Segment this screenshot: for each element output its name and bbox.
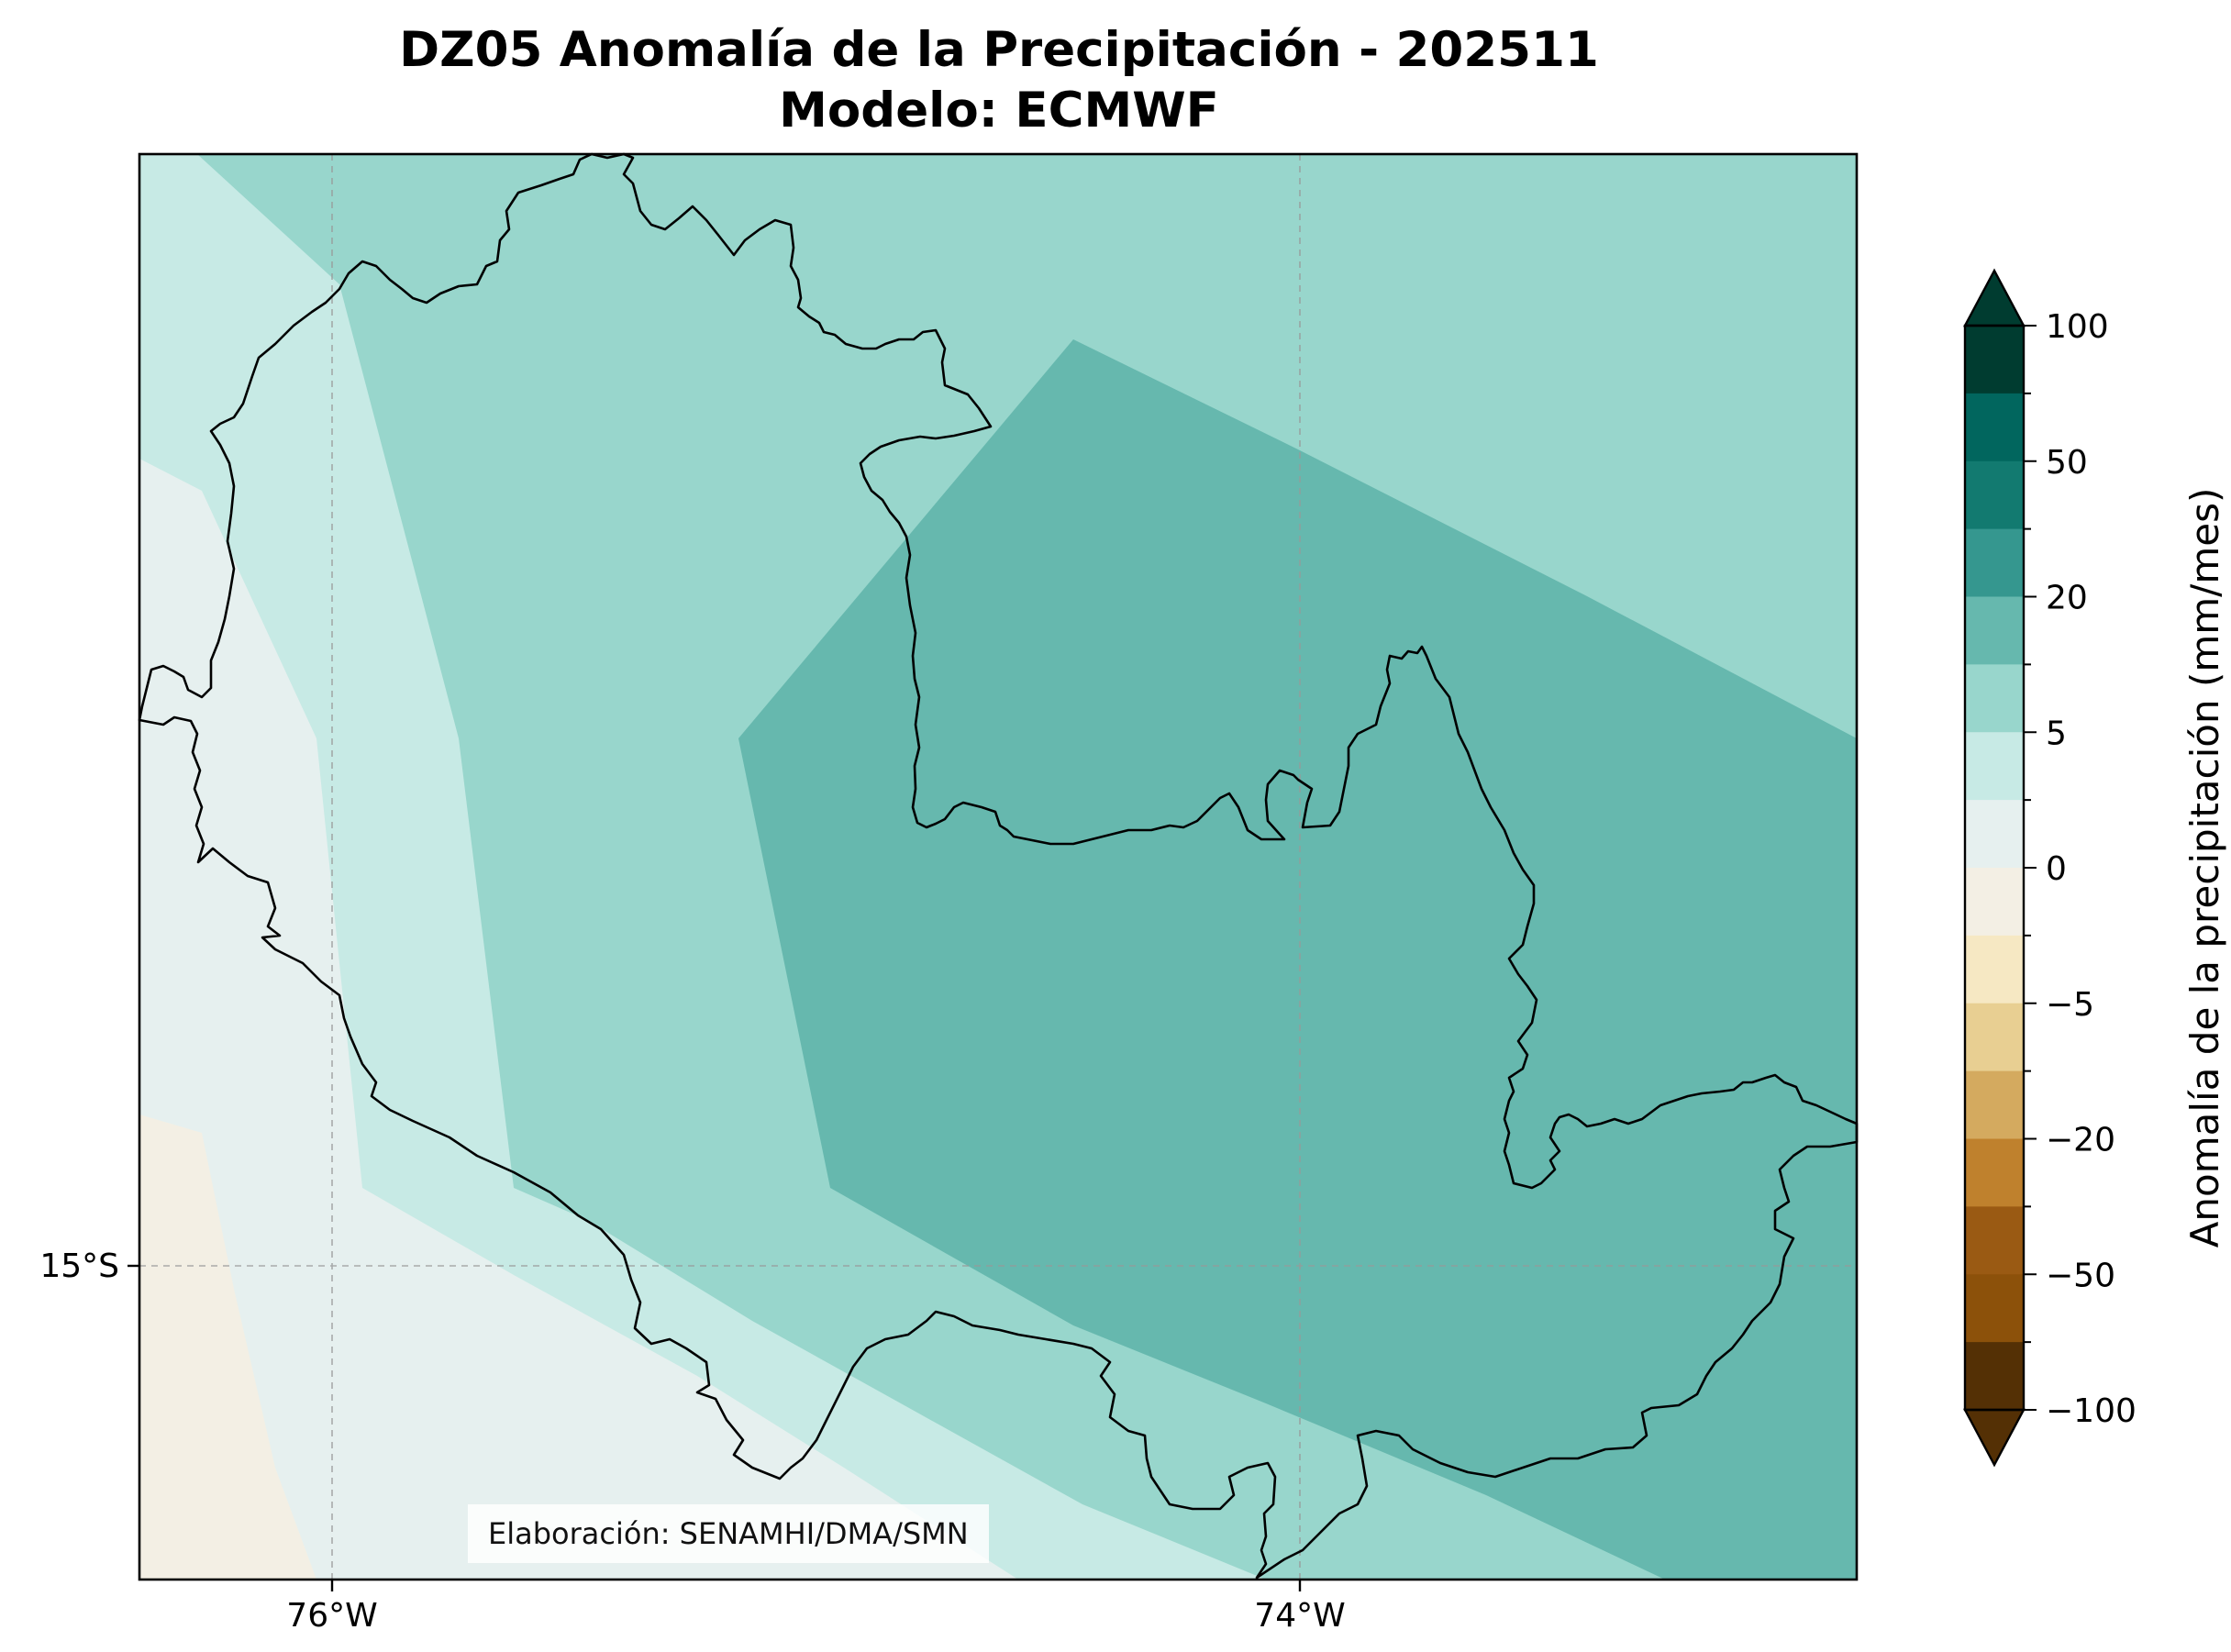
colorbar-band: [1965, 1274, 2024, 1343]
anomaly-field: [139, 154, 1857, 1580]
colorbar-band: [1965, 596, 2024, 665]
colorbar-tick-label: −20: [2046, 1122, 2115, 1159]
colorbar-extend-max: [1963, 268, 2026, 327]
axis-ticks: [128, 1264, 1302, 1591]
x-tick-74w: 74°W: [1254, 1597, 1345, 1635]
colorbar-tick-label: −100: [2046, 1392, 2137, 1430]
field-class-neg5-0: [139, 1114, 316, 1580]
colorbar-tick-label: 0: [2046, 850, 2067, 888]
map-frame: [138, 152, 1859, 1581]
colorbar-band: [1965, 1206, 2024, 1275]
colorbar-band: [1965, 528, 2024, 598]
x-tick-76w: 76°W: [286, 1597, 377, 1635]
colorbar-tick-label: 100: [2046, 308, 2109, 346]
map-title: DZ05 Anomalía de la Precipitación - 2025…: [139, 20, 1859, 141]
colorbar-tick-label: −5: [2046, 986, 2094, 1024]
colorbar-band: [1965, 935, 2024, 1004]
colorbar-label: Anomalía de la precipitación (mm/mes): [2182, 488, 2227, 1248]
gridlines: [139, 154, 1857, 1580]
colorbar-band: [1965, 1003, 2024, 1072]
field-class-10-20: [738, 339, 1857, 1580]
region-boundary: [138, 152, 1859, 1580]
colorbar-tick-label: −50: [2046, 1257, 2115, 1294]
colorbar-band: [1965, 732, 2024, 801]
colorbar-band: [1965, 664, 2024, 733]
title-line-2: Modelo: ECMWF: [779, 83, 1219, 139]
colorbar-band: [1965, 800, 2024, 869]
colorbar-band: [1965, 1138, 2024, 1207]
credit-label: Elaboración: SENAMHI/DMA/SMN: [468, 1504, 989, 1563]
colorbar-band: [1965, 326, 2024, 394]
colorbar-tick-label: 5: [2046, 715, 2067, 752]
colorbar-band: [1965, 1342, 2024, 1411]
colorbar-tick-label: 20: [2046, 580, 2088, 617]
y-tick-15s: 15°S: [39, 1247, 119, 1285]
title-line-1: DZ05 Anomalía de la Precipitación - 2025…: [399, 22, 1599, 78]
field-class-0-2: [139, 459, 1018, 1580]
colorbar-extend-min: [1963, 1408, 2026, 1468]
colorbar-band: [1965, 460, 2024, 530]
colorbar-tick-label: 50: [2046, 444, 2088, 482]
colorbar-band: [1965, 1070, 2024, 1140]
colorbar-band: [1965, 393, 2024, 462]
colorbar-band: [1965, 868, 2024, 937]
